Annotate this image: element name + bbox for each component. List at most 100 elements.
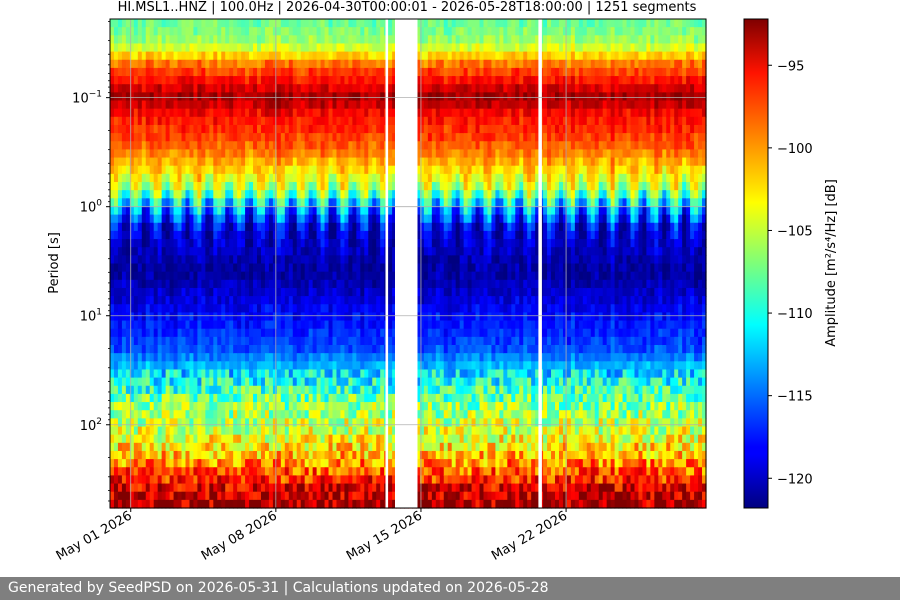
heatmap-cell [276, 361, 282, 371]
heatmap-cell [221, 67, 226, 77]
heatmap-cell [324, 190, 330, 199]
heatmap-cell [324, 19, 330, 28]
heatmap-cell [117, 296, 123, 305]
heatmap-cell [181, 499, 187, 509]
heatmap-cell [141, 345, 147, 354]
heatmap-cell [161, 361, 167, 371]
heatmap-cell [368, 320, 373, 330]
heatmap-cell [249, 149, 254, 159]
heatmap-cell [133, 35, 139, 45]
heatmap-cell [169, 222, 175, 232]
heatmap-cell [392, 247, 397, 256]
heatmap-cell [193, 442, 199, 452]
heatmap-cell [145, 157, 151, 167]
heatmap-cell [419, 165, 425, 175]
heatmap-cell [157, 410, 163, 419]
heatmap-cell [257, 312, 262, 322]
heatmap-cell [284, 255, 290, 265]
heatmap-cell [304, 173, 310, 183]
heatmap-cell [165, 287, 171, 297]
heatmap-cell [225, 43, 230, 53]
heatmap-cell [431, 27, 437, 36]
heatmap-cell [260, 149, 266, 159]
heatmap-cell [332, 230, 338, 240]
heatmap-cell [336, 345, 342, 354]
heatmap-cell [296, 287, 302, 297]
heatmap-cell [264, 92, 270, 102]
heatmap-cell [388, 263, 393, 273]
heatmap-cell [121, 230, 127, 240]
heatmap-cell [205, 320, 210, 330]
heatmap-cell [157, 165, 163, 175]
heatmap-cell [221, 100, 226, 110]
heatmap-cell [380, 320, 385, 330]
heatmap-cell [431, 133, 437, 142]
heatmap-cell [348, 124, 353, 134]
heatmap-cell [280, 182, 286, 191]
heatmap-cell [336, 51, 342, 61]
heatmap-cell [110, 410, 115, 419]
heatmap-cell [260, 442, 266, 452]
heatmap-cell [217, 271, 222, 281]
heatmap-cell [427, 369, 433, 379]
heatmap-cell [316, 304, 322, 313]
heatmap-cell [376, 434, 381, 444]
heatmap-cell [348, 35, 353, 45]
heatmap-cell [360, 84, 365, 93]
heatmap-cell [117, 59, 123, 69]
heatmap-cell [419, 369, 425, 379]
heatmap-cell [415, 67, 421, 77]
heatmap-cell [368, 76, 373, 85]
heatmap-cell [177, 84, 183, 93]
heatmap-cell [129, 377, 135, 387]
heatmap-cell [368, 475, 373, 485]
heatmap-cell [173, 304, 179, 313]
heatmap-cell [153, 43, 159, 53]
heatmap-cell [392, 377, 397, 387]
heatmap-cell [304, 442, 310, 452]
heatmap-cell [133, 312, 139, 322]
heatmap-cell [197, 483, 202, 493]
heatmap-cell [264, 165, 270, 175]
heatmap-cell [419, 499, 425, 509]
heatmap-cell [149, 369, 155, 379]
heatmap-cell [197, 393, 202, 403]
heatmap-cell [237, 67, 242, 77]
heatmap-cell [173, 51, 179, 61]
heatmap-cell [296, 418, 302, 428]
heatmap-cell [233, 190, 238, 199]
heatmap-cell [233, 450, 238, 460]
heatmap-cell [145, 263, 151, 273]
heatmap-cell [324, 393, 330, 403]
heatmap-cell [125, 19, 131, 28]
heatmap-cell [435, 353, 441, 362]
heatmap-cell [328, 19, 334, 28]
heatmap-cell [157, 426, 163, 436]
heatmap-cell [292, 43, 298, 53]
heatmap-cell [372, 393, 377, 403]
heatmap-cell [268, 230, 274, 240]
heatmap-cell [292, 141, 298, 150]
heatmap-cell [392, 296, 397, 305]
heatmap-cell [245, 499, 250, 509]
heatmap-cell [145, 206, 151, 216]
heatmap-cell [209, 51, 214, 61]
heatmap-cell [253, 377, 258, 387]
heatmap-cell [217, 442, 222, 452]
heatmap-cell [177, 499, 183, 509]
heatmap-cell [324, 182, 330, 191]
heatmap-cell [276, 336, 282, 346]
heatmap-cell [189, 491, 195, 501]
heatmap-cell [260, 116, 266, 126]
heatmap-cell [133, 51, 139, 61]
heatmap-cell [364, 393, 369, 403]
heatmap-cell [113, 43, 119, 53]
heatmap-cell [264, 43, 270, 53]
heatmap-cell [292, 263, 298, 273]
heatmap-cell [193, 271, 199, 281]
heatmap-cell [288, 483, 294, 493]
heatmap-cell [189, 434, 195, 444]
heatmap-cell [324, 418, 330, 428]
heatmap-cell [113, 402, 119, 411]
heatmap-cell [276, 353, 282, 362]
